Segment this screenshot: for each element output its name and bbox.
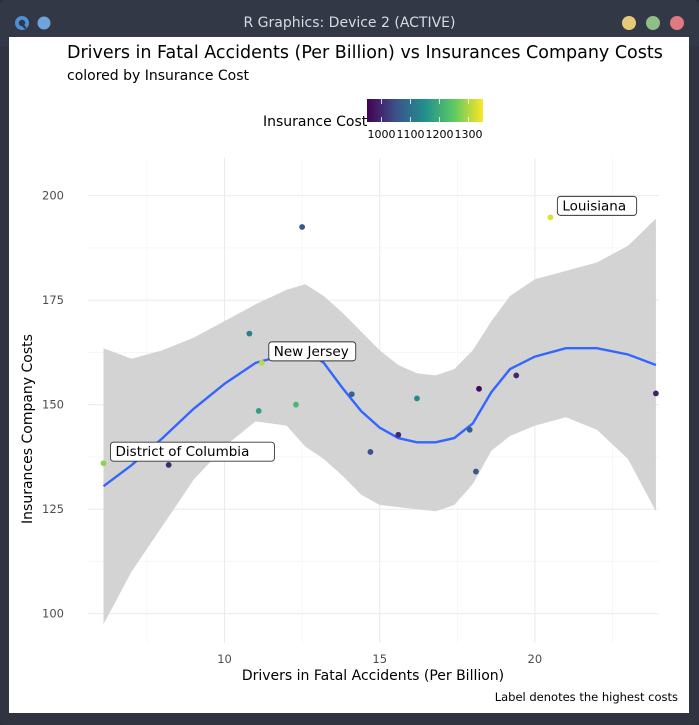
- legend: Insurance Cost 1000 1100 1200 1300: [263, 99, 483, 141]
- data-point: [513, 372, 520, 379]
- scatter-chart: Drivers in Fatal Accidents (Per Billion)…: [20, 43, 678, 704]
- data-point: [165, 461, 172, 468]
- data-point: [473, 468, 479, 475]
- data-point: [652, 390, 659, 397]
- legend-tick-label: 1000: [368, 128, 396, 141]
- plot-device: Drivers in Fatal Accidents (Per Billion)…: [9, 37, 689, 713]
- x-tick-label: 15: [372, 652, 387, 666]
- point-label-text: District of Columbia: [116, 444, 250, 460]
- point-label-box: [268, 341, 357, 362]
- legend-tick-label: 1100: [397, 128, 425, 141]
- pin-icon[interactable]: [37, 16, 51, 30]
- point-label-box: [110, 441, 275, 462]
- data-point: [258, 359, 265, 366]
- data-point: [476, 385, 482, 392]
- y-axis-title: Insurances Company Costs: [20, 334, 36, 524]
- point-label-text: New Jersey: [274, 344, 349, 360]
- chart-caption: Label denotes the highest costs: [495, 690, 678, 704]
- y-tick-label: 100: [42, 607, 64, 621]
- chart-title: Drivers in Fatal Accidents (Per Billion)…: [67, 43, 663, 63]
- data-point: [367, 449, 374, 455]
- smooth-line: [102, 347, 657, 488]
- x-tick-label: 20: [528, 652, 543, 666]
- chart-subtitle: colored by Insurance Cost: [67, 68, 250, 84]
- legend-title: Insurance Cost: [263, 114, 368, 130]
- data-point: [547, 214, 554, 221]
- minimize-button[interactable]: [622, 16, 636, 30]
- data-point: [348, 391, 355, 398]
- x-tick-label: 10: [217, 652, 232, 666]
- legend-tick-label: 1300: [455, 128, 483, 141]
- y-tick-label: 125: [42, 502, 64, 516]
- y-tick-label: 175: [42, 293, 64, 307]
- point-label-box: [556, 195, 638, 216]
- legend-tick-label: 1200: [426, 128, 454, 141]
- data-point: [299, 224, 306, 230]
- data-point: [414, 395, 420, 402]
- point-label: Louisiana: [556, 195, 638, 216]
- legend-colorbar: [367, 99, 483, 122]
- maximize-button[interactable]: [646, 16, 660, 30]
- data-point: [100, 460, 107, 467]
- data-point: [466, 426, 473, 433]
- y-tick-label: 150: [42, 398, 64, 412]
- point-label-text: Louisiana: [562, 198, 626, 214]
- window-title: R Graphics: Device 2 (ACTIVE): [243, 15, 456, 31]
- app-menu-icon[interactable]: [14, 15, 30, 31]
- point-label: District of Columbia: [110, 441, 275, 462]
- data-point: [255, 408, 262, 414]
- data-point: [293, 401, 299, 408]
- point-label: New Jersey: [268, 341, 357, 362]
- y-tick-label: 200: [42, 189, 64, 203]
- data-point: [395, 431, 402, 438]
- close-button[interactable]: [670, 16, 684, 30]
- data-point: [246, 330, 253, 337]
- x-axis-title: Drivers in Fatal Accidents (Per Billion): [242, 668, 504, 684]
- confidence-ribbon: [103, 218, 656, 625]
